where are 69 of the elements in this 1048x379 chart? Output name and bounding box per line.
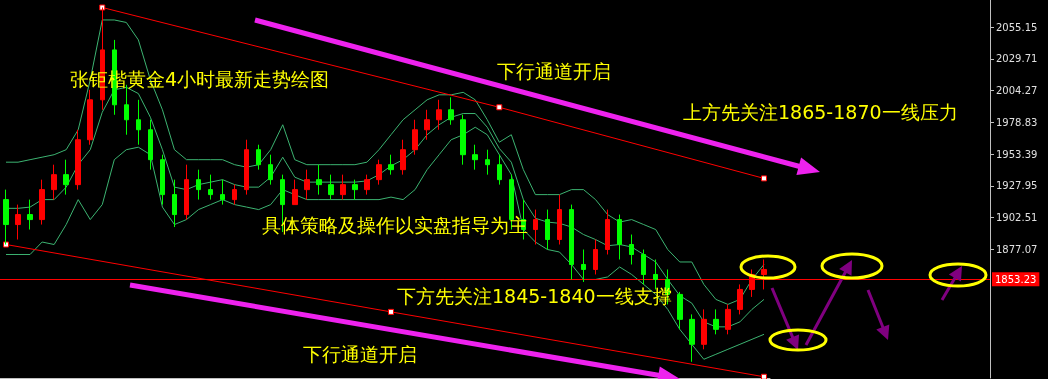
y-tick-label: 2029.71 — [996, 53, 1038, 65]
y-tick-label: 2055.15 — [996, 21, 1038, 33]
candlestick — [15, 204, 21, 241]
candlestick — [376, 159, 382, 186]
candlestick — [256, 144, 261, 171]
candlestick — [87, 89, 93, 146]
candlestick — [340, 174, 346, 201]
annotation: 下行通道开启 — [303, 342, 417, 365]
candlestick — [400, 139, 406, 176]
candlestick — [629, 234, 634, 265]
annotation: 下行通道开启 — [497, 59, 611, 82]
candlestick — [136, 99, 141, 146]
candlestick — [701, 308, 707, 350]
y-tick-label: 1902.51 — [996, 212, 1038, 224]
candlestick — [533, 209, 538, 246]
candlestick — [569, 204, 574, 280]
candlestick — [412, 119, 418, 156]
candlestick — [424, 109, 430, 141]
y-tick-label: 1927.95 — [996, 180, 1038, 192]
candlestick — [316, 164, 322, 196]
candlestick — [184, 164, 189, 221]
candlestick — [472, 144, 478, 171]
ref-line-label: 1853.23 — [995, 273, 1037, 285]
candlestick — [593, 239, 598, 275]
candlestick — [689, 313, 695, 363]
candlestick — [220, 179, 225, 206]
point — [760, 175, 767, 182]
candlestick — [208, 174, 213, 201]
candlestick — [713, 308, 719, 335]
candlestick — [244, 139, 249, 196]
y-tick-label: 1978.83 — [996, 116, 1038, 128]
point — [388, 308, 395, 315]
candlestick — [725, 303, 731, 335]
candlestick — [268, 154, 273, 186]
candlestick — [460, 114, 466, 166]
candlestick — [605, 209, 610, 255]
candlestick — [27, 199, 33, 231]
candlestick — [737, 283, 743, 315]
point — [496, 104, 503, 111]
candlestick — [364, 174, 370, 196]
candlestick — [304, 169, 310, 201]
candlestick — [63, 159, 69, 196]
candlestick — [172, 179, 177, 228]
candlestick — [677, 291, 683, 330]
candlestick — [617, 214, 622, 260]
candlestick — [232, 184, 237, 206]
candlestick — [160, 154, 165, 206]
candlestick — [75, 129, 81, 191]
candlestick — [545, 209, 550, 251]
candlestick — [51, 164, 57, 201]
candlestick — [352, 179, 358, 201]
candlestick — [641, 249, 646, 285]
candlestick — [196, 169, 201, 201]
y-tick-label: 2004.27 — [996, 85, 1038, 97]
y-tick-label: 1877.07 — [996, 243, 1038, 255]
candlestick — [557, 194, 562, 246]
y-tick-label: 1953.39 — [996, 148, 1038, 160]
annotation: 上方先关注1865-1870一线压力 — [683, 100, 958, 123]
candlestick — [292, 179, 298, 206]
candlestick — [448, 96, 454, 126]
candlestick — [497, 154, 502, 186]
candlestick — [388, 154, 394, 176]
candlestick — [436, 99, 442, 131]
candlestick — [148, 119, 153, 171]
point — [760, 373, 767, 379]
candlestick — [328, 174, 334, 201]
candlestick — [581, 249, 586, 283]
candlestick — [485, 149, 490, 176]
candlestick — [39, 179, 45, 226]
